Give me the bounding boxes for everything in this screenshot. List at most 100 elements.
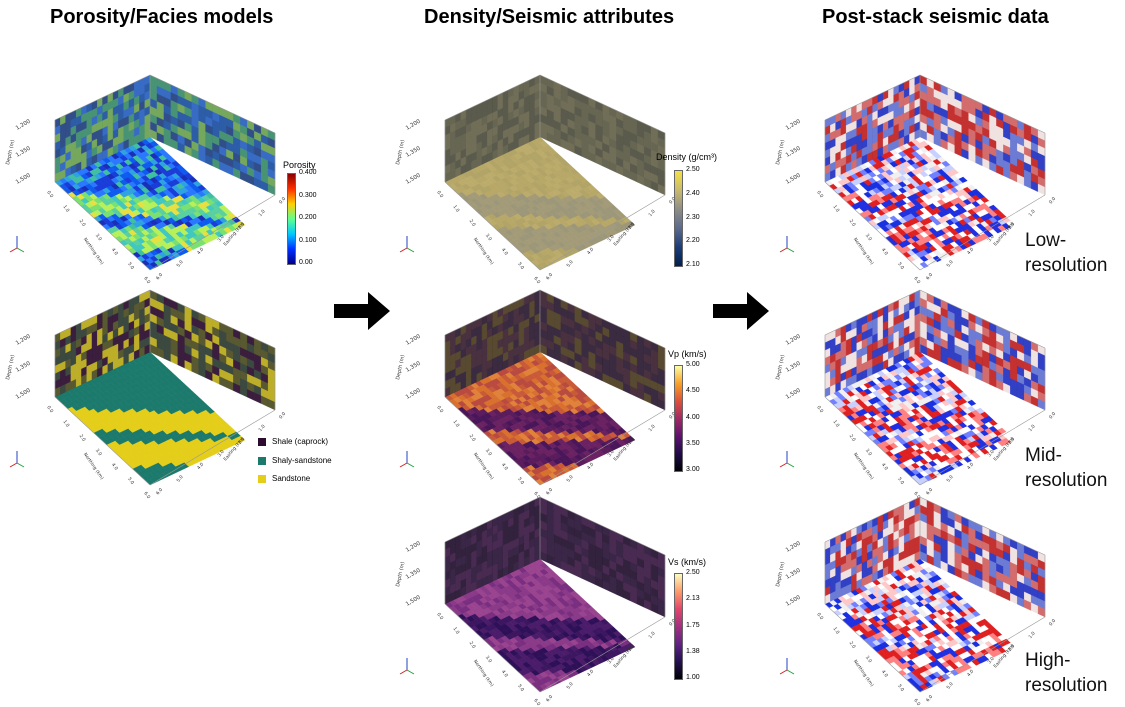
depth-tick-label: 1,500 xyxy=(405,387,422,400)
column-title-post-stack: Post-stack seismic data xyxy=(822,6,1049,29)
colorbar-tick-label: 2.30 xyxy=(686,214,700,221)
shale-swatch xyxy=(258,438,266,446)
depth-tick-label: 1,500 xyxy=(785,387,802,400)
depth-tick-label: 1,350 xyxy=(785,360,802,373)
northing-tick-label: 2.0 xyxy=(848,433,857,442)
depth-tick-label: 1,500 xyxy=(785,172,802,185)
northing-tick-label: 3.0 xyxy=(864,655,873,664)
depth-axis-label: Depth (m) xyxy=(5,139,16,165)
northing-tick-label: 5.0 xyxy=(126,261,135,270)
easting-tick-label: 6.0 xyxy=(155,272,164,281)
colorbar-tick-label: 4.00 xyxy=(686,414,700,421)
northing-tick-label: 4.0 xyxy=(110,462,119,471)
depth-tick-label: 1,500 xyxy=(15,387,32,400)
northing-tick-label: 1.0 xyxy=(62,204,71,213)
colorbar-tick-label: 2.50 xyxy=(686,569,700,576)
depth-tick-label: 1,500 xyxy=(405,172,422,185)
depth-tick-label: 1,200 xyxy=(15,333,32,346)
orientation-axes-icon xyxy=(780,451,794,467)
easting-tick-label: 0.0 xyxy=(1048,196,1057,205)
easting-tick-label: 6.0 xyxy=(925,272,934,281)
northing-tick-label: 3.0 xyxy=(484,233,493,242)
easting-tick-label: 0.0 xyxy=(1048,411,1057,420)
easting-tick-label: 0.0 xyxy=(278,411,287,420)
northing-tick-label: 6.0 xyxy=(142,276,151,285)
northing-tick-label: 6.0 xyxy=(912,698,921,707)
northing-tick-label: 6.0 xyxy=(912,276,921,285)
easting-tick-label: 6.0 xyxy=(545,694,554,703)
colorbar-tick-label: 2.13 xyxy=(686,595,700,602)
northing-tick-label: 1.0 xyxy=(452,626,461,635)
colorbar-tick-label: 2.20 xyxy=(686,237,700,244)
easting-tick-label: 5.0 xyxy=(565,259,574,268)
northing-axis-label: Northing (km) xyxy=(852,237,875,266)
shaly-sandstone-label: Shaly-sandstone xyxy=(272,456,332,465)
colorbar-tick-label: 0.00 xyxy=(299,259,313,266)
depth-tick-label: 1,200 xyxy=(785,118,802,131)
colorbar-tick-label: 0.400 xyxy=(299,169,317,176)
northing-tick-label: 6.0 xyxy=(142,491,151,500)
easting-tick-label: 5.0 xyxy=(175,259,184,268)
northing-axis-label: Northing (km) xyxy=(82,452,105,481)
northing-tick-label: 4.0 xyxy=(110,247,119,256)
easting-tick-label: 6.0 xyxy=(155,487,164,496)
northing-tick-label: 3.0 xyxy=(94,233,103,242)
northing-axis-label: Northing (km) xyxy=(472,659,495,688)
northing-tick-label: 1.0 xyxy=(62,419,71,428)
northing-tick-label: 1.0 xyxy=(832,204,841,213)
low-resolution-label: Low- resolution xyxy=(1025,228,1107,278)
colorbar-tick-label: 3.50 xyxy=(686,440,700,447)
northing-axis-label: Northing (km) xyxy=(852,452,875,481)
depth-tick-label: 1,200 xyxy=(785,540,802,553)
easting-tick-label: 5.0 xyxy=(945,474,954,483)
colorbar-gradient xyxy=(674,573,683,680)
northing-tick-label: 0.0 xyxy=(45,190,54,199)
colorbar-tick-label: 1.38 xyxy=(686,648,700,655)
depth-tick-label: 1,350 xyxy=(785,145,802,158)
northing-tick-label: 0.0 xyxy=(435,190,444,199)
colorbar-tick-label: 3.00 xyxy=(686,466,700,473)
northing-tick-label: 5.0 xyxy=(896,261,905,270)
depth-tick-label: 1,350 xyxy=(785,567,802,580)
northing-tick-label: 1.0 xyxy=(832,419,841,428)
depth-tick-label: 1,350 xyxy=(405,145,422,158)
northing-tick-label: 3.0 xyxy=(484,655,493,664)
depth-tick-label: 1,200 xyxy=(785,333,802,346)
northing-tick-label: 0.0 xyxy=(435,612,444,621)
depth-axis-label: Depth (m) xyxy=(395,561,406,587)
northing-tick-label: 0.0 xyxy=(815,612,824,621)
easting-tick-label: 4.0 xyxy=(586,669,595,678)
mid-resolution-label: Mid- resolution xyxy=(1025,443,1107,493)
facies-legend-shaly-sandstone: Shaly-sandstone xyxy=(258,456,332,465)
easting-tick-label: 0.0 xyxy=(278,196,287,205)
northing-tick-label: 3.0 xyxy=(864,448,873,457)
easting-tick-label: 0.0 xyxy=(1048,618,1057,627)
northing-tick-label: 3.0 xyxy=(94,448,103,457)
column-title-porosity-facies: Porosity/Facies models xyxy=(50,6,273,29)
northing-tick-label: 5.0 xyxy=(896,683,905,692)
northing-tick-label: 0.0 xyxy=(815,190,824,199)
northing-tick-label: 6.0 xyxy=(532,276,541,285)
easting-tick-label: 4.0 xyxy=(966,669,975,678)
easting-tick-label: 5.0 xyxy=(945,681,954,690)
depth-axis-label: Depth (m) xyxy=(775,561,786,587)
depth-tick-label: 1,350 xyxy=(15,360,32,373)
northing-tick-label: 4.0 xyxy=(880,462,889,471)
colorbar-tick-label: 1.00 xyxy=(686,674,700,681)
easting-tick-label: 1.0 xyxy=(257,424,266,433)
easting-tick-label: 6.0 xyxy=(545,272,554,281)
depth-axis-label: Depth (m) xyxy=(5,354,16,380)
depth-axis-label: Depth (m) xyxy=(775,139,786,165)
orientation-axes-icon xyxy=(10,236,24,252)
colorbar-tick-label: 0.200 xyxy=(299,214,317,221)
northing-tick-label: 4.0 xyxy=(500,669,509,678)
northing-tick-label: 5.0 xyxy=(516,261,525,270)
easting-tick-label: 1.0 xyxy=(647,631,656,640)
